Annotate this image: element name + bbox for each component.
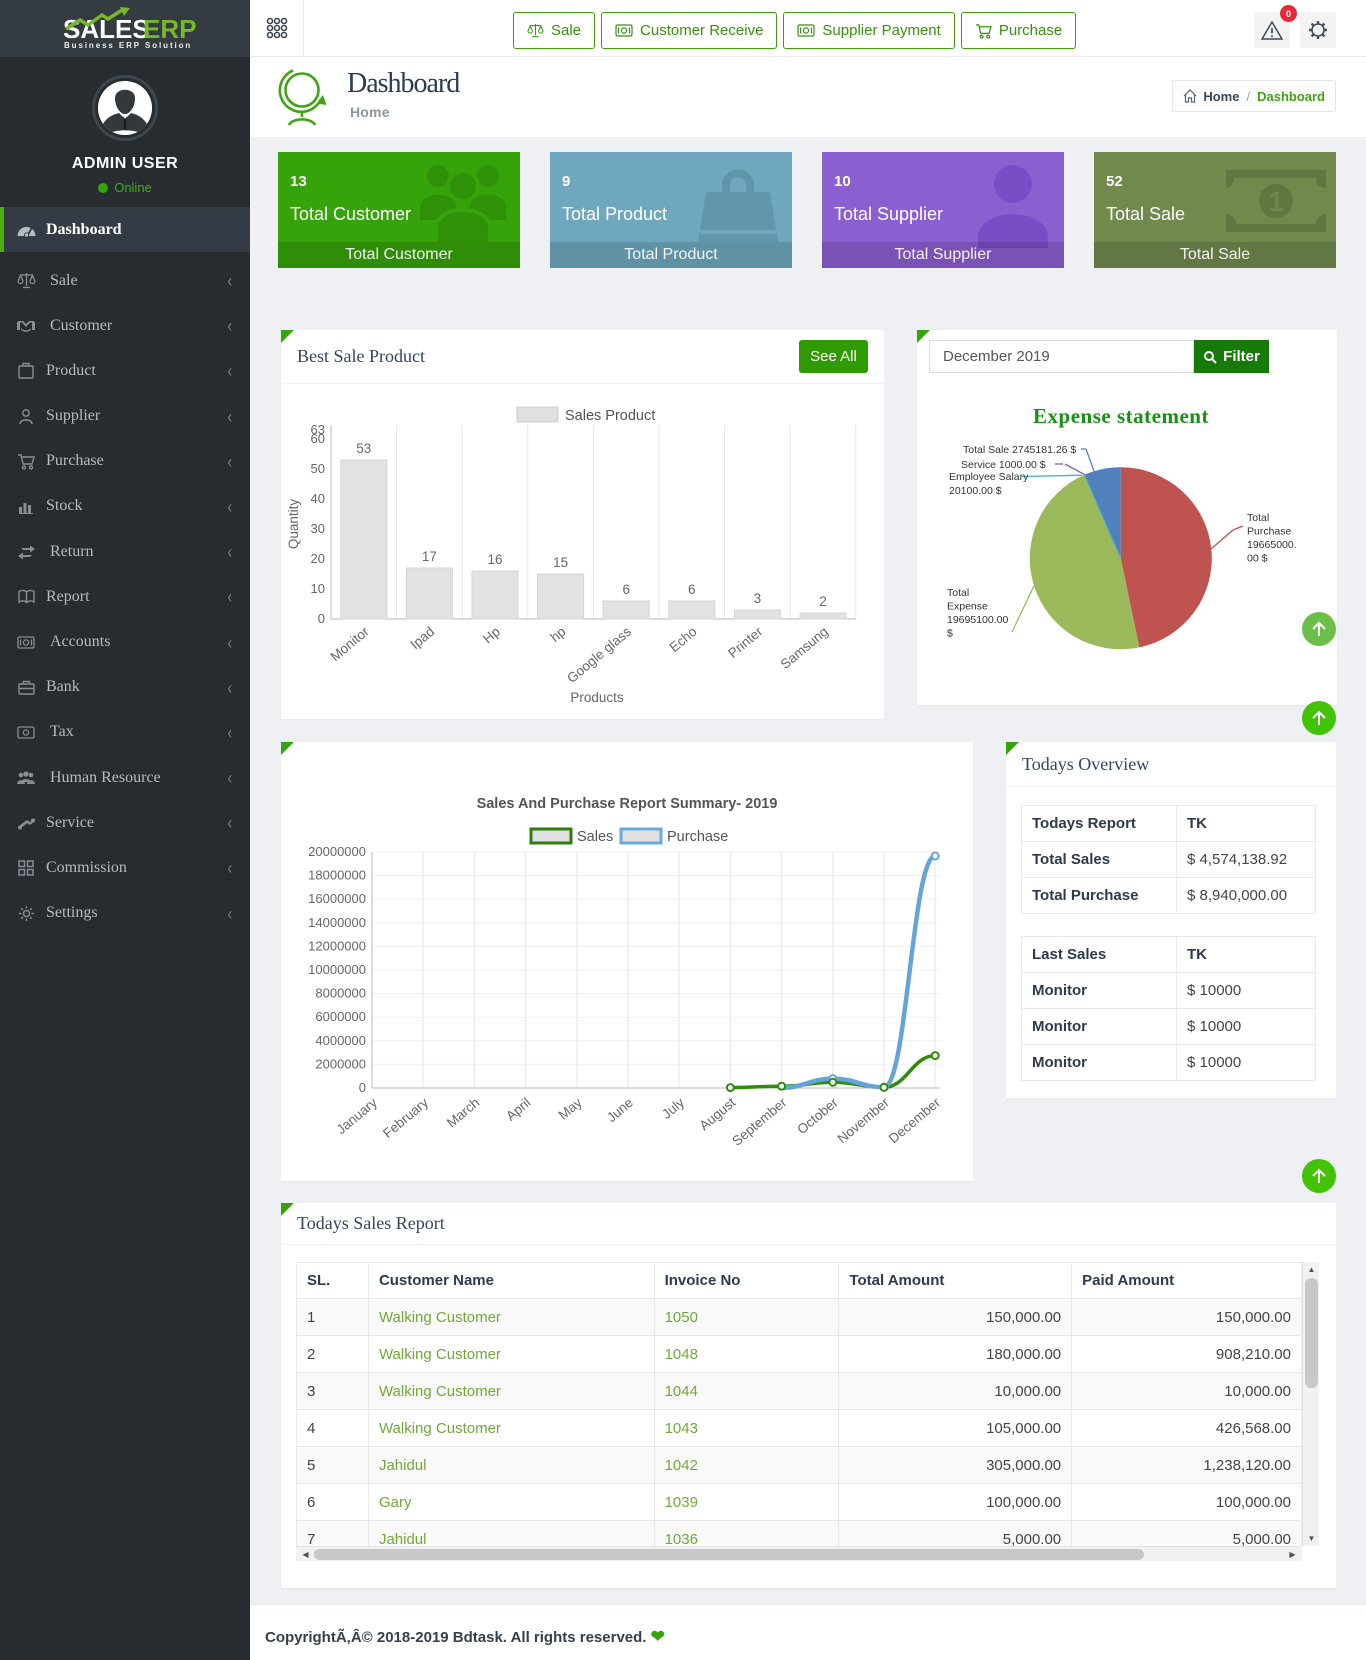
svg-text:Expense: Expense	[947, 601, 988, 613]
svg-text:14000000: 14000000	[308, 915, 366, 930]
svg-text:May: May	[556, 1095, 585, 1123]
svg-text:19665000.: 19665000.	[1247, 539, 1297, 551]
svg-text:6000000: 6000000	[315, 1009, 366, 1024]
svg-text:1: 1	[1268, 186, 1284, 217]
svg-text:Hp: Hp	[480, 624, 503, 647]
svg-text:2000000: 2000000	[315, 1056, 366, 1071]
svg-text:Business ERP Solution: Business ERP Solution	[64, 41, 192, 50]
svg-text:$: $	[947, 628, 953, 640]
svg-text:50: 50	[311, 461, 325, 476]
svg-text:10000000: 10000000	[308, 962, 366, 977]
svg-text:63: 63	[311, 422, 325, 437]
svg-text:Sales: Sales	[577, 829, 613, 845]
svg-text:19695100.00: 19695100.00	[947, 614, 1008, 626]
svg-text:6: 6	[622, 582, 630, 597]
svg-text:December: December	[886, 1094, 944, 1146]
svg-text:60: 60	[311, 431, 325, 446]
svg-text:Purchase: Purchase	[1247, 526, 1292, 538]
svg-text:July: July	[659, 1095, 687, 1122]
svg-text:30: 30	[311, 521, 325, 536]
svg-text:January: January	[333, 1095, 380, 1138]
svg-text:Samsung: Samsung	[778, 624, 831, 672]
svg-text:Service 1000.00 $: Service 1000.00 $	[961, 459, 1046, 471]
svg-text:0: 0	[318, 611, 325, 626]
svg-text:September: September	[729, 1094, 790, 1148]
svg-text:12000000: 12000000	[308, 938, 366, 953]
svg-text:8000000: 8000000	[315, 986, 366, 1001]
svg-text:Monitor: Monitor	[328, 623, 373, 664]
svg-text:3: 3	[754, 591, 762, 606]
svg-text:17: 17	[422, 549, 437, 564]
svg-text:10: 10	[311, 581, 325, 596]
svg-text:Employee Salary: Employee Salary	[949, 471, 1029, 483]
svg-text:Echo: Echo	[667, 624, 700, 655]
svg-text:November: November	[835, 1094, 893, 1146]
svg-text:0: 0	[359, 1080, 366, 1095]
svg-text:hp: hp	[547, 624, 568, 645]
svg-text:Total Sale 2745181.26 $: Total Sale 2745181.26 $	[963, 444, 1076, 456]
svg-text:20100.00 $: 20100.00 $	[949, 485, 1002, 497]
svg-text:October: October	[794, 1094, 841, 1137]
svg-text:Expense statement: Expense statement	[1033, 404, 1209, 428]
svg-text:ERP: ERP	[143, 14, 196, 44]
svg-text:Ipad: Ipad	[408, 624, 438, 652]
svg-text:16: 16	[487, 552, 502, 567]
svg-text:Sales And Purchase Report Summ: Sales And Purchase Report Summary- 2019	[477, 796, 778, 812]
svg-text:Google glass: Google glass	[564, 624, 634, 686]
svg-text:Quantity: Quantity	[286, 499, 301, 550]
svg-text:20: 20	[311, 551, 325, 566]
svg-text:2: 2	[819, 594, 827, 609]
svg-text:15: 15	[553, 555, 568, 570]
svg-text:6: 6	[688, 582, 696, 597]
svg-text:Total: Total	[947, 587, 969, 599]
svg-text:40: 40	[311, 491, 325, 506]
svg-text:Purchase: Purchase	[667, 829, 728, 845]
svg-text:June: June	[604, 1095, 636, 1125]
svg-text:Products: Products	[570, 690, 624, 705]
svg-text:March: March	[444, 1095, 482, 1131]
svg-text:Total: Total	[1247, 512, 1269, 524]
svg-text:Printer: Printer	[725, 623, 765, 660]
svg-text:4000000: 4000000	[315, 1033, 366, 1048]
svg-text:April: April	[503, 1095, 533, 1124]
svg-text:53: 53	[356, 441, 371, 456]
svg-text:16000000: 16000000	[308, 891, 366, 906]
svg-text:Sales Product: Sales Product	[565, 408, 655, 424]
svg-text:18000000: 18000000	[308, 868, 366, 883]
svg-text:February: February	[380, 1095, 431, 1141]
svg-text:20000000: 20000000	[308, 844, 366, 859]
svg-text:August: August	[696, 1095, 738, 1134]
svg-text:00 $: 00 $	[1247, 553, 1268, 565]
